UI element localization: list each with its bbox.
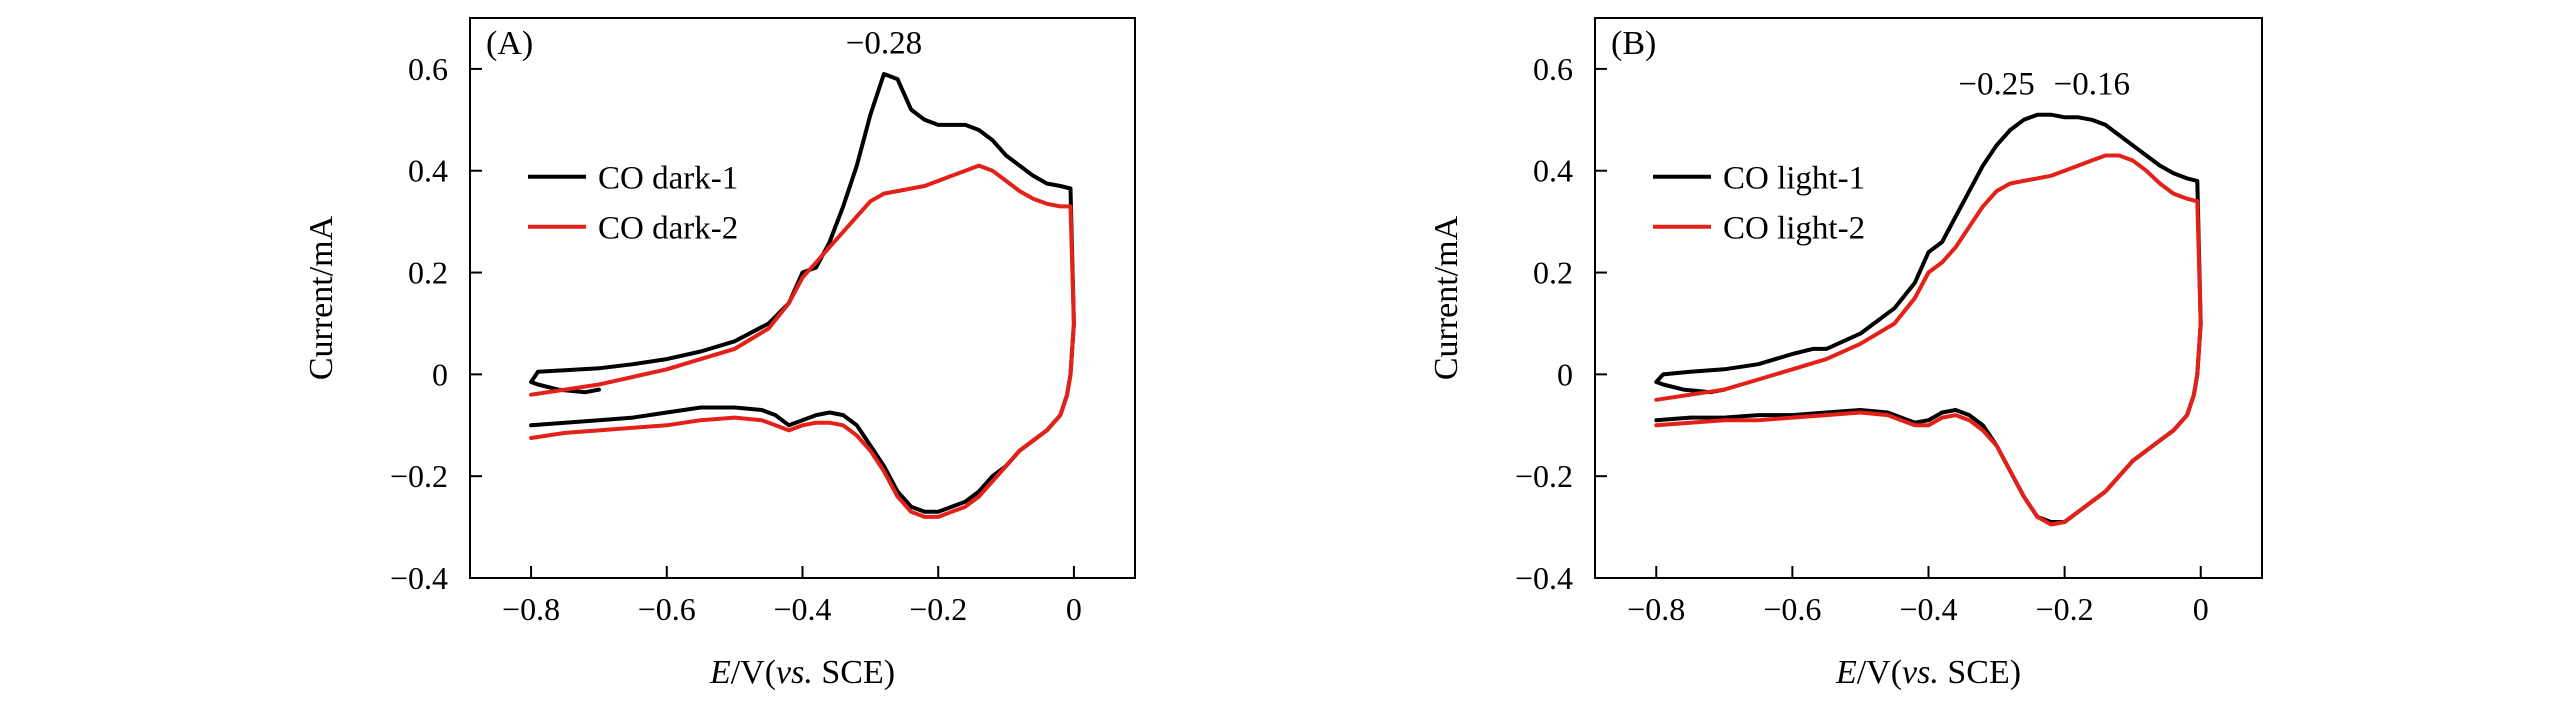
- x-tick-label-a: 0: [1066, 591, 1082, 627]
- legend-label-a-2: CO dark-2: [598, 211, 738, 247]
- x-tick-label-a: −0.6: [638, 591, 696, 627]
- x-tick-label-a: −0.4: [773, 591, 831, 627]
- series-group-b: [1654, 112, 2203, 527]
- y-tick-label-b: −0.2: [1515, 458, 1573, 494]
- x-axis-label-ref: SCE): [813, 654, 895, 691]
- y-tick-label-a: 0.2: [408, 255, 448, 291]
- plot-frame-b: [1594, 17, 2263, 579]
- x-tick-label-b: −0.8: [1627, 591, 1685, 627]
- y-tick-label-b: 0: [1557, 356, 1573, 392]
- x-tick-label-a: −0.2: [909, 591, 967, 627]
- series-line-a-2: [529, 163, 1076, 519]
- annotation-b-1: −0.25: [1958, 66, 2034, 102]
- chart-panel-a: −0.8 −0.6 −0.4 −0.2 0 −0.4 −0.2 0 0.2 0.4 0.6 E/V(v…: [303, 17, 1136, 691]
- x-axis-label-symbol: E: [1835, 654, 1857, 691]
- series-line-b-2: [1654, 153, 2203, 527]
- y-tick-label-a: −0.2: [390, 458, 448, 494]
- y-tick-label-a: 0: [432, 356, 448, 392]
- y-tick-label-a: −0.4: [390, 560, 448, 596]
- x-tick-label-b: 0: [2193, 591, 2209, 627]
- y-tick-label-b: 0.4: [1533, 153, 1573, 189]
- y-axis-label-a: Current/mA: [303, 215, 340, 380]
- y-tick-label-b: 0.6: [1533, 51, 1573, 87]
- x-tick-label-b: −0.4: [1899, 591, 1957, 627]
- legend-label-b-2: CO light-2: [1723, 211, 1865, 247]
- chart-panel-b: −0.8 −0.6 −0.4 −0.2 0 −0.4 −0.2 0 0.2 0.4 0.6 E/V(v…: [1428, 17, 2263, 691]
- x-axis-label-vs: vs.: [1902, 654, 1939, 691]
- x-axis-label-a: E/V(vs. SCE): [709, 654, 895, 691]
- x-axis-label-b: E/V(vs. SCE): [1835, 654, 2021, 691]
- series-line-a-1: [529, 72, 1076, 514]
- y-tick-label-a: 0.4: [408, 153, 448, 189]
- y-tick-label-b: −0.4: [1515, 560, 1573, 596]
- x-axis-label-ref: SCE): [1939, 654, 2021, 691]
- series-line-b-1: [1654, 112, 2203, 524]
- x-axis-label-unit: /V(: [1857, 654, 1902, 691]
- series-group-a: [529, 72, 1076, 519]
- x-tick-label-b: −0.6: [1763, 591, 1821, 627]
- annotation-a-1: −0.28: [846, 26, 922, 62]
- annotation-b-2: −0.16: [2054, 66, 2130, 102]
- legend-label-a-1: CO dark-1: [598, 161, 738, 197]
- x-axis-label-symbol: E: [709, 654, 731, 691]
- legend-label-b-1: CO light-1: [1723, 161, 1865, 197]
- x-axis-label-vs: vs.: [776, 654, 813, 691]
- y-tick-label-a: 0.6: [408, 51, 448, 87]
- y-axis-label-b: Current/mA: [1428, 215, 1465, 380]
- x-tick-label-a: −0.8: [502, 591, 560, 627]
- x-tick-label-b: −0.2: [2036, 591, 2094, 627]
- plot-frame-a: [469, 17, 1136, 579]
- panel-label-b: (B): [1611, 25, 1656, 62]
- x-axis-label-unit: /V(: [731, 654, 776, 691]
- panel-label-a: (A): [486, 25, 533, 62]
- y-tick-label-b: 0.2: [1533, 255, 1573, 291]
